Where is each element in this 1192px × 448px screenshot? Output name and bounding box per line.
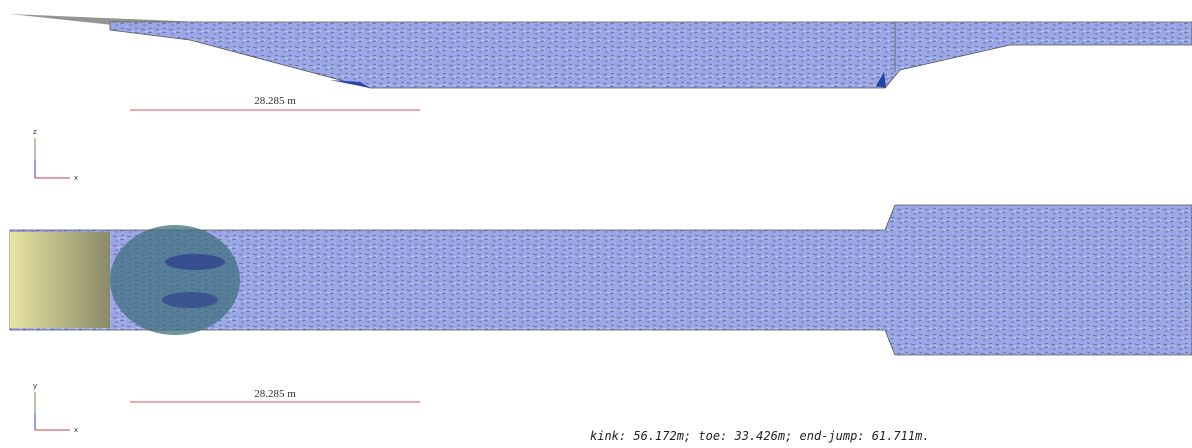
inflow-jet bbox=[10, 232, 110, 328]
scale-bar: 28.285 m bbox=[130, 388, 420, 402]
axis-label: z bbox=[33, 128, 37, 136]
plan-view bbox=[10, 205, 1192, 355]
axis-label: y bbox=[33, 382, 37, 390]
axis-label: x bbox=[74, 174, 78, 182]
measurements: kink: 56.172m; toe: 33.426m; end-jump: 6… bbox=[590, 429, 930, 443]
axis-triad: z x bbox=[33, 128, 78, 182]
vortex-zone bbox=[110, 225, 240, 335]
axis-triad: y x bbox=[33, 382, 78, 434]
scale-label: 28.285 m bbox=[254, 95, 296, 107]
vortex-core bbox=[162, 292, 218, 308]
scale-bar: 28.285 m bbox=[130, 95, 420, 110]
scale-label: 28.285 m bbox=[254, 388, 296, 400]
vortex-core bbox=[165, 254, 225, 270]
screenshot: 28.285 m z x 28.285 m y x kink: 56.172m;… bbox=[0, 0, 1192, 448]
side-view bbox=[10, 14, 1192, 88]
axis-label: x bbox=[74, 426, 78, 434]
flow-domain bbox=[110, 22, 1192, 88]
